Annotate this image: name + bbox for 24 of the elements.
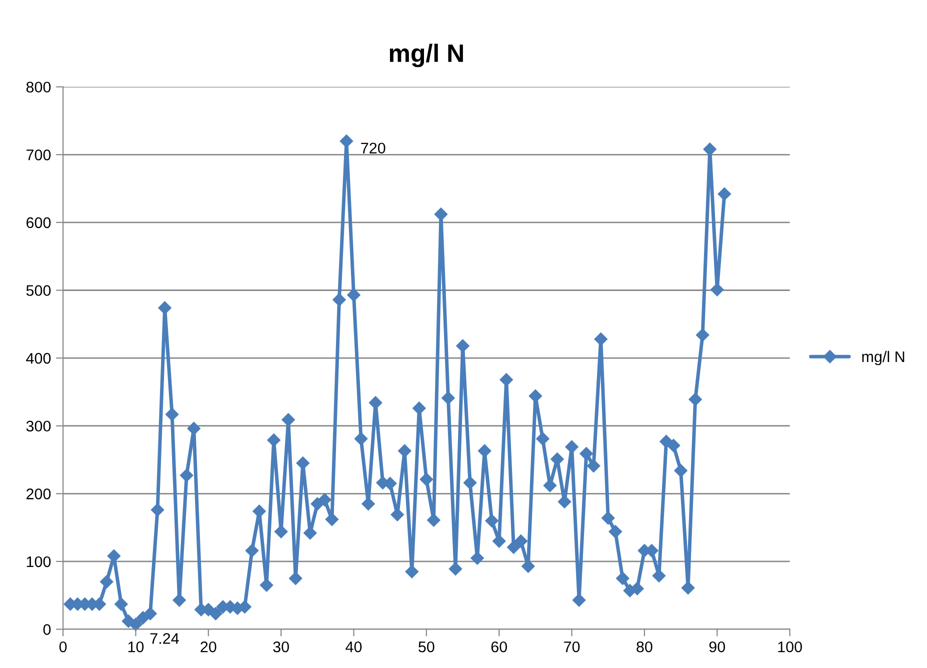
legend-label: mg/l N — [862, 350, 904, 366]
y-tick-label: 700 — [26, 150, 51, 160]
y-tick-label: 100 — [26, 556, 51, 568]
x-tick-label: 100 — [778, 641, 802, 652]
data-label: 720 — [361, 142, 386, 154]
x-tick-label: 10 — [128, 641, 144, 652]
x-tick-label: 50 — [418, 641, 434, 652]
x-tick-label: 40 — [346, 641, 362, 652]
y-tick-label: 400 — [26, 352, 51, 364]
y-tick-label: 200 — [26, 488, 51, 500]
y-tick-label: 300 — [26, 420, 51, 432]
y-tick-label: 0 — [43, 624, 51, 635]
x-tick-label: 60 — [491, 641, 507, 652]
y-tick-label: 600 — [26, 217, 51, 228]
y-tick-label: 800 — [26, 82, 51, 93]
y-tick-label: 500 — [26, 285, 51, 296]
x-tick-label: 30 — [273, 641, 289, 652]
x-tick-label: 70 — [564, 641, 580, 652]
chart-title: mg/l N — [390, 44, 463, 68]
x-tick-label: 80 — [636, 641, 652, 652]
x-tick-label: 0 — [59, 641, 67, 652]
x-tick-label: 20 — [200, 641, 216, 652]
x-tick-label: 90 — [709, 641, 726, 652]
data-label: 7.24 — [150, 633, 179, 644]
